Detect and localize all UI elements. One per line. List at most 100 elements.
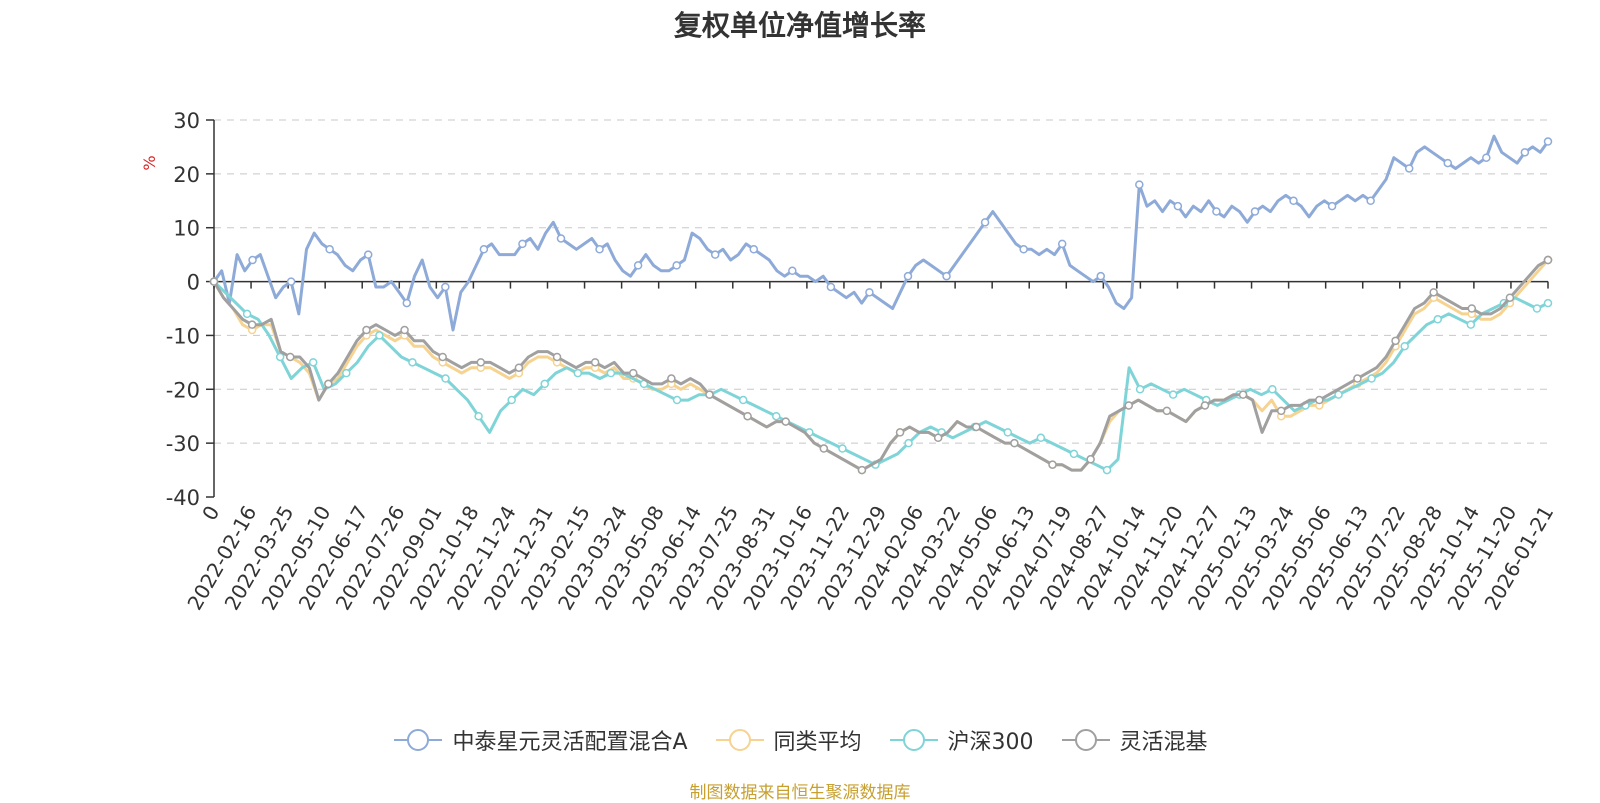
source-note: 制图数据来自恒生聚源数据库 bbox=[689, 783, 911, 803]
series-point bbox=[781, 417, 790, 426]
series-point bbox=[1433, 315, 1443, 324]
series-point bbox=[1466, 320, 1476, 329]
series-point bbox=[1010, 438, 1019, 448]
series-point bbox=[672, 261, 681, 270]
series-point bbox=[342, 368, 351, 378]
y-tick-label: -40 bbox=[166, 486, 200, 510]
series-point bbox=[1096, 271, 1106, 281]
series-point bbox=[857, 465, 867, 475]
series-point bbox=[595, 245, 604, 254]
series-point bbox=[895, 428, 905, 437]
series-point bbox=[474, 411, 483, 421]
series-point bbox=[556, 234, 566, 243]
series-line-2 bbox=[212, 280, 1549, 472]
series-point bbox=[1036, 433, 1046, 443]
series-point bbox=[1289, 196, 1298, 206]
series-point bbox=[1057, 239, 1067, 249]
series-point bbox=[1467, 304, 1477, 313]
series-point bbox=[819, 444, 829, 453]
series-point bbox=[1443, 158, 1453, 168]
series-point bbox=[362, 325, 371, 335]
series-point bbox=[1212, 207, 1221, 216]
legend-label: 同类平均 bbox=[773, 730, 862, 755]
series-point bbox=[743, 411, 752, 421]
series-point bbox=[325, 245, 334, 254]
series-lines bbox=[209, 134, 1553, 475]
series-point bbox=[1327, 201, 1337, 211]
series-point bbox=[247, 320, 257, 329]
series-point bbox=[1543, 255, 1553, 265]
series-point bbox=[1366, 196, 1375, 206]
series-point bbox=[275, 352, 285, 362]
series-point bbox=[1543, 298, 1553, 308]
series-point bbox=[1353, 374, 1362, 383]
legend-swatch bbox=[1061, 729, 1110, 751]
legend-item[interactable]: 沪深300 bbox=[888, 724, 1034, 756]
series-point bbox=[514, 363, 524, 372]
series-point bbox=[980, 218, 990, 227]
series-point bbox=[1003, 428, 1013, 437]
series-point bbox=[710, 250, 720, 259]
legend-label: 中泰星元灵活配置混合A bbox=[452, 730, 688, 755]
series-point bbox=[1048, 460, 1057, 469]
legend-item[interactable]: 中泰星元灵活配置混合A bbox=[392, 724, 688, 756]
legend-swatch bbox=[394, 729, 443, 751]
series-point bbox=[933, 433, 943, 443]
series-point bbox=[1276, 406, 1286, 416]
series-point bbox=[1168, 390, 1178, 399]
series-line-0 bbox=[212, 134, 1550, 332]
series-point bbox=[286, 277, 296, 286]
series-point bbox=[633, 261, 643, 270]
series-point bbox=[826, 282, 836, 292]
line-chart: 3020100-10-20-30-4002022-02-162022-03-25… bbox=[140, 109, 1558, 614]
series-point bbox=[772, 411, 781, 421]
series-point bbox=[1404, 164, 1414, 173]
y-tick-label: 10 bbox=[173, 217, 200, 241]
series-point bbox=[672, 395, 682, 405]
series-point bbox=[507, 395, 516, 405]
legend-label: 沪深300 bbox=[947, 730, 1034, 755]
series-point bbox=[1102, 465, 1112, 475]
series-point bbox=[1532, 304, 1542, 313]
chart-title: 复权单位净值增长率 bbox=[673, 9, 926, 42]
series-point bbox=[942, 271, 951, 281]
series-point bbox=[1505, 293, 1515, 302]
series-point bbox=[308, 358, 318, 367]
legend-item[interactable]: 灵活混基 bbox=[1060, 724, 1208, 756]
series-point bbox=[1334, 390, 1343, 399]
series-point bbox=[667, 374, 676, 383]
series-point bbox=[242, 309, 252, 319]
series-point bbox=[1520, 148, 1530, 157]
series-point bbox=[606, 368, 616, 378]
series-point bbox=[1400, 341, 1409, 351]
x-tick-label: 0 bbox=[197, 502, 224, 525]
series-point bbox=[972, 422, 981, 432]
y-axis-label: % bbox=[140, 155, 159, 170]
series-point bbox=[363, 250, 373, 259]
series-point bbox=[749, 245, 759, 254]
legend-swatch bbox=[889, 729, 938, 751]
series-point bbox=[285, 352, 295, 362]
series-point bbox=[1019, 245, 1028, 254]
series-point bbox=[248, 255, 257, 265]
series-point bbox=[441, 282, 450, 292]
series-point bbox=[1543, 137, 1553, 146]
legend-item[interactable]: 同类平均 bbox=[714, 724, 862, 756]
series-point bbox=[1250, 207, 1260, 216]
series-point bbox=[1482, 153, 1491, 162]
y-tick-label: 20 bbox=[173, 163, 200, 187]
series-point bbox=[904, 438, 913, 448]
series-point bbox=[479, 245, 489, 254]
legend-label: 灵活混基 bbox=[1119, 730, 1208, 755]
series-point bbox=[1069, 449, 1079, 459]
series-point bbox=[1429, 288, 1438, 297]
series-point bbox=[865, 288, 874, 297]
series-point bbox=[1238, 390, 1248, 399]
series-point bbox=[209, 277, 219, 286]
series-point bbox=[1124, 401, 1133, 410]
series-point bbox=[1268, 385, 1277, 394]
series-point bbox=[438, 352, 447, 362]
legend-swatch bbox=[715, 729, 764, 751]
series-point bbox=[573, 368, 583, 378]
series-point bbox=[324, 379, 333, 389]
